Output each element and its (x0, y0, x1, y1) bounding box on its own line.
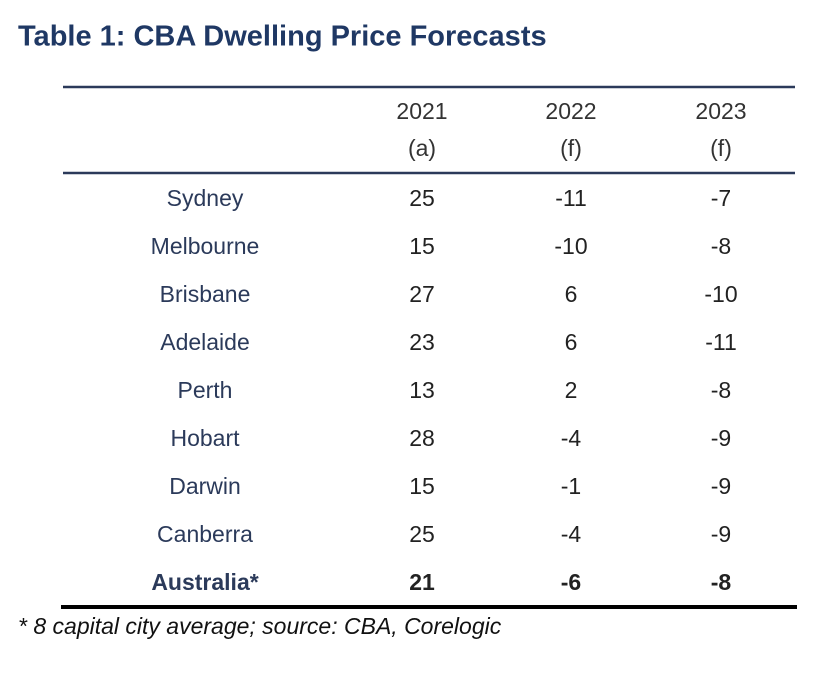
row-label: Melbourne (151, 233, 260, 259)
cell-value: -11 (705, 329, 737, 355)
column-year: 2021 (396, 98, 447, 124)
cell-value: -9 (711, 425, 731, 451)
cell-value: 25 (409, 521, 435, 547)
cell-value: -9 (711, 473, 731, 499)
cell-value: -11 (555, 185, 587, 211)
cell-value: -9 (711, 521, 731, 547)
column-year: 2023 (695, 98, 746, 124)
cell-value: -4 (561, 521, 582, 547)
cell-value: 15 (409, 473, 435, 499)
footnote: * 8 capital city average; source: CBA, C… (18, 613, 502, 639)
cell-value: -4 (561, 425, 582, 451)
cell-value: -10 (704, 281, 737, 307)
row-label: Perth (178, 377, 233, 403)
row-label: Adelaide (160, 329, 250, 355)
row-label: Brisbane (160, 281, 251, 307)
total-label: Australia* (151, 569, 258, 595)
cell-value: 23 (409, 329, 435, 355)
cell-value: -1 (561, 473, 581, 499)
cell-value: 28 (409, 425, 435, 451)
cell-value: -8 (711, 377, 731, 403)
cell-value: 6 (565, 329, 578, 355)
cell-value: 15 (409, 233, 435, 259)
row-label: Sydney (167, 185, 244, 211)
column-year: 2022 (545, 98, 596, 124)
table-title: Table 1: CBA Dwelling Price Forecasts (18, 21, 547, 53)
cell-value: -7 (711, 185, 731, 211)
column-note: (f) (560, 135, 582, 161)
cell-value: 6 (565, 281, 578, 307)
total-value: -6 (561, 569, 581, 595)
cell-value: 25 (409, 185, 435, 211)
cell-value: 2 (565, 377, 578, 403)
column-note: (a) (408, 135, 436, 161)
row-label: Hobart (170, 425, 240, 451)
total-value: 21 (409, 569, 435, 595)
cell-value: 27 (409, 281, 435, 307)
cell-value: -10 (554, 233, 587, 259)
row-label: Darwin (169, 473, 241, 499)
row-label: Canberra (157, 521, 253, 547)
total-value: -8 (711, 569, 732, 595)
cell-value: 13 (409, 377, 435, 403)
column-note: (f) (710, 135, 732, 161)
cell-value: -8 (711, 233, 731, 259)
